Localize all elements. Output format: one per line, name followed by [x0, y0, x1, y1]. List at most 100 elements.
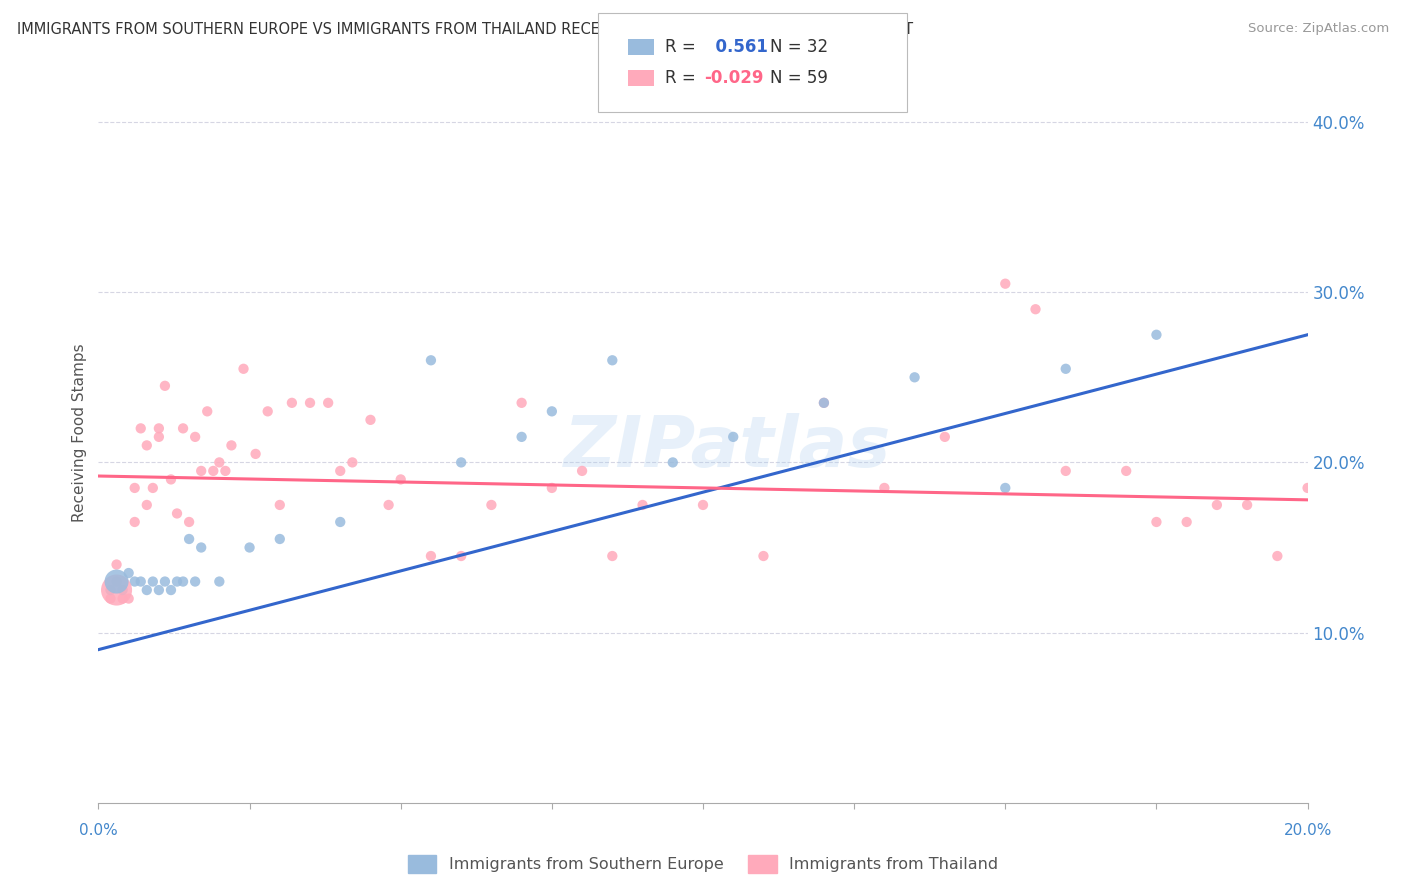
- Point: [202, 464, 225, 478]
- Point: [316, 396, 339, 410]
- Point: [124, 481, 146, 495]
- Point: [329, 515, 352, 529]
- Point: [160, 582, 183, 597]
- Point: [342, 455, 364, 469]
- Point: [190, 541, 212, 555]
- Point: [934, 430, 956, 444]
- Point: [166, 507, 188, 521]
- Point: [481, 498, 503, 512]
- Point: [661, 455, 683, 469]
- Point: [692, 498, 714, 512]
- Point: [1054, 464, 1077, 478]
- Point: [269, 532, 291, 546]
- Point: [994, 277, 1017, 291]
- Text: R =: R =: [665, 69, 702, 87]
- Point: [420, 353, 443, 368]
- Point: [105, 574, 128, 589]
- Point: [208, 574, 231, 589]
- Point: [160, 472, 183, 486]
- Point: [269, 498, 291, 512]
- Point: [360, 413, 382, 427]
- Point: [510, 430, 533, 444]
- Point: [129, 421, 152, 435]
- Point: [420, 549, 443, 563]
- Point: [118, 591, 141, 606]
- Point: [813, 396, 835, 410]
- Point: [142, 574, 165, 589]
- Point: [1144, 327, 1167, 342]
- Point: [239, 541, 262, 555]
- Point: [221, 438, 243, 452]
- Text: Source: ZipAtlas.com: Source: ZipAtlas.com: [1249, 22, 1389, 36]
- Point: [190, 464, 212, 478]
- Point: [450, 455, 472, 469]
- Point: [602, 549, 624, 563]
- Point: [299, 396, 322, 410]
- Point: [172, 574, 194, 589]
- Point: [232, 361, 254, 376]
- Point: [135, 438, 157, 452]
- Legend: Immigrants from Southern Europe, Immigrants from Thailand: Immigrants from Southern Europe, Immigra…: [401, 848, 1005, 880]
- Point: [105, 582, 128, 597]
- Y-axis label: Receiving Food Stamps: Receiving Food Stamps: [72, 343, 87, 522]
- Point: [111, 582, 134, 597]
- Point: [129, 574, 152, 589]
- Point: [184, 430, 207, 444]
- Text: N = 32: N = 32: [770, 38, 828, 56]
- Point: [118, 566, 141, 580]
- Point: [1296, 481, 1319, 495]
- Point: [904, 370, 927, 384]
- Point: [281, 396, 304, 410]
- Point: [124, 515, 146, 529]
- Point: [329, 464, 352, 478]
- Point: [179, 515, 201, 529]
- Point: [148, 582, 170, 597]
- Point: [214, 464, 236, 478]
- Text: -0.029: -0.029: [704, 69, 763, 87]
- Point: [184, 574, 207, 589]
- Point: [1236, 498, 1258, 512]
- Point: [179, 532, 201, 546]
- Point: [1206, 498, 1229, 512]
- Point: [100, 591, 122, 606]
- Point: [1144, 515, 1167, 529]
- Point: [631, 498, 654, 512]
- Point: [1115, 464, 1137, 478]
- Point: [153, 379, 176, 393]
- Point: [105, 558, 128, 572]
- Point: [111, 591, 134, 606]
- Point: [752, 549, 775, 563]
- Point: [135, 582, 157, 597]
- Point: [172, 421, 194, 435]
- Point: [602, 353, 624, 368]
- Point: [148, 430, 170, 444]
- Point: [450, 549, 472, 563]
- Point: [100, 582, 122, 597]
- Point: [245, 447, 267, 461]
- Point: [135, 498, 157, 512]
- Point: [1175, 515, 1198, 529]
- Point: [873, 481, 896, 495]
- Point: [166, 574, 188, 589]
- Text: N = 59: N = 59: [770, 69, 828, 87]
- Point: [1024, 302, 1046, 317]
- Point: [510, 396, 533, 410]
- Point: [208, 455, 231, 469]
- Point: [148, 421, 170, 435]
- Text: ZIPatlas: ZIPatlas: [564, 413, 891, 482]
- Point: [105, 574, 128, 589]
- Text: 0.561: 0.561: [704, 38, 768, 56]
- Point: [256, 404, 278, 418]
- Point: [195, 404, 218, 418]
- Text: 0.0%: 0.0%: [79, 823, 118, 838]
- Point: [377, 498, 399, 512]
- Point: [389, 472, 412, 486]
- Point: [153, 574, 176, 589]
- Point: [723, 430, 745, 444]
- Point: [1054, 361, 1077, 376]
- Point: [540, 481, 562, 495]
- Point: [124, 574, 146, 589]
- Point: [994, 481, 1017, 495]
- Point: [540, 404, 562, 418]
- Point: [142, 481, 165, 495]
